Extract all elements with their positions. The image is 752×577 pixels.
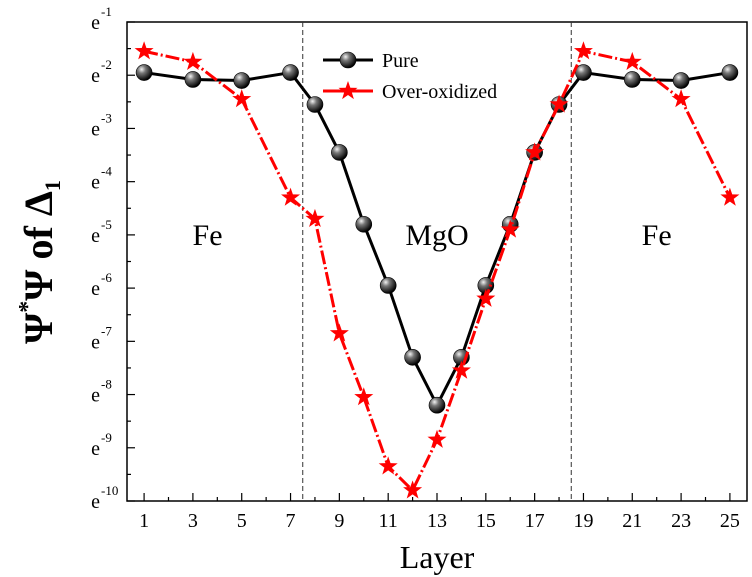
data-point xyxy=(404,348,421,366)
data-point xyxy=(672,72,690,89)
data-point xyxy=(476,288,496,307)
y-tick-exponent: -9 xyxy=(101,430,112,445)
data-point xyxy=(721,64,739,81)
series-line xyxy=(143,49,732,492)
data-point xyxy=(354,387,374,406)
y-tick-label: e-4 xyxy=(91,164,112,194)
data-point xyxy=(306,96,324,113)
data-point xyxy=(428,396,446,414)
y-tick-exponent: -4 xyxy=(101,164,112,179)
data-point xyxy=(233,72,251,89)
x-tick-label: 7 xyxy=(286,510,296,532)
y-tick-exponent: -1 xyxy=(101,4,112,19)
y-tick-label: e-1 xyxy=(91,4,112,34)
data-point xyxy=(183,51,203,71)
data-point xyxy=(403,480,423,499)
y-tick-label: e-8 xyxy=(91,377,112,407)
y-tick-base: e xyxy=(91,491,100,513)
data-point xyxy=(282,64,299,81)
data-point xyxy=(134,41,154,60)
x-tick-label: 1 xyxy=(139,510,149,532)
y-tick-base: e xyxy=(91,278,100,300)
data-point xyxy=(720,187,740,206)
y-tick-label: e-9 xyxy=(91,430,112,460)
data-point xyxy=(623,71,641,88)
y-tick-base: e xyxy=(91,438,100,460)
x-tick-label: 9 xyxy=(334,510,344,532)
data-point xyxy=(525,142,545,161)
region-label-0: Fe xyxy=(193,219,223,252)
x-tick-label: 21 xyxy=(622,510,642,532)
series-over-oxidized xyxy=(134,41,740,499)
y-tick-label: e-10 xyxy=(91,483,118,513)
y-tick-base: e xyxy=(91,331,100,353)
data-point xyxy=(573,41,593,60)
y-tick-exponent: -6 xyxy=(101,270,112,285)
y-axis-title-sub: 1 xyxy=(40,180,65,191)
legend-item-pure: Pure xyxy=(323,50,419,72)
data-point xyxy=(427,429,447,448)
x-tick-label: 23 xyxy=(671,510,691,532)
data-point xyxy=(622,51,642,71)
legend-label-pure: Pure xyxy=(382,50,419,72)
data-point xyxy=(379,277,397,294)
y-tick-base: e xyxy=(91,172,100,194)
x-axis: 1 3 5 7 9 11 13 15 17 19 21 23 25 xyxy=(139,493,740,532)
y-tick-exponent: -5 xyxy=(101,217,112,232)
y-tick-label: e-2 xyxy=(91,57,112,87)
x-tick-label: 15 xyxy=(476,510,496,532)
data-point xyxy=(232,89,252,108)
data-point xyxy=(331,144,348,161)
y-tick-base: e xyxy=(91,225,100,247)
y-tick-exponent: -2 xyxy=(101,57,112,72)
data-point xyxy=(500,219,520,238)
region-label-1: MgO xyxy=(405,219,468,252)
svg-text:Ψ*Ψ of Δ1: Ψ*Ψ of Δ1 xyxy=(15,180,65,344)
region-label-2: Fe xyxy=(642,219,672,252)
data-point xyxy=(671,89,691,108)
data-point xyxy=(281,187,301,206)
y-axis-title: Ψ*Ψ of Δ1 xyxy=(15,180,65,344)
x-tick-label: 25 xyxy=(720,510,740,532)
y-tick-exponent: -7 xyxy=(101,323,112,338)
legend: Pure Over-oxidized xyxy=(323,50,497,103)
series-group xyxy=(134,41,740,499)
y-tick-base: e xyxy=(91,385,100,407)
y-tick-exponent: -3 xyxy=(101,110,112,125)
x-tick-label: 19 xyxy=(573,510,593,532)
x-tick-label: 11 xyxy=(379,510,398,532)
y-tick-label: e-3 xyxy=(91,110,112,140)
data-point xyxy=(451,360,471,379)
data-point xyxy=(575,64,592,81)
y-axis-title-rest: Ψ of Δ xyxy=(16,191,61,301)
y-axis-title-psi: Ψ xyxy=(16,312,61,344)
y-tick-exponent: -10 xyxy=(101,483,118,498)
x-tick-label: 5 xyxy=(237,510,247,532)
y-tick-base: e xyxy=(91,118,100,140)
data-point xyxy=(329,323,349,342)
x-tick-label: 13 xyxy=(427,510,447,532)
data-point xyxy=(184,71,202,88)
y-tick-exponent: -8 xyxy=(101,377,112,392)
y-tick-label: e-7 xyxy=(91,323,112,353)
y-axis-title-star: * xyxy=(15,301,41,313)
y-tick-base: e xyxy=(91,65,100,87)
y-tick-base: e xyxy=(91,12,100,34)
data-point xyxy=(549,94,569,113)
data-point xyxy=(305,208,325,228)
legend-item-over-oxidized: Over-oxidized xyxy=(323,81,497,103)
region-labels: Fe MgO Fe xyxy=(193,219,672,252)
y-tick-label: e-5 xyxy=(91,217,112,247)
x-axis-title: Layer xyxy=(400,539,475,575)
data-point xyxy=(355,215,373,233)
x-tick-label: 17 xyxy=(525,510,545,532)
data-point xyxy=(378,456,398,475)
y-tick-label: e-6 xyxy=(91,270,112,300)
y-axis: e-1e-2e-3e-4e-5e-6e-7e-8e-9e-10 xyxy=(91,4,135,513)
legend-label-over-oxidized: Over-oxidized xyxy=(382,81,497,103)
x-tick-label: 3 xyxy=(188,510,198,532)
data-point xyxy=(135,64,153,81)
